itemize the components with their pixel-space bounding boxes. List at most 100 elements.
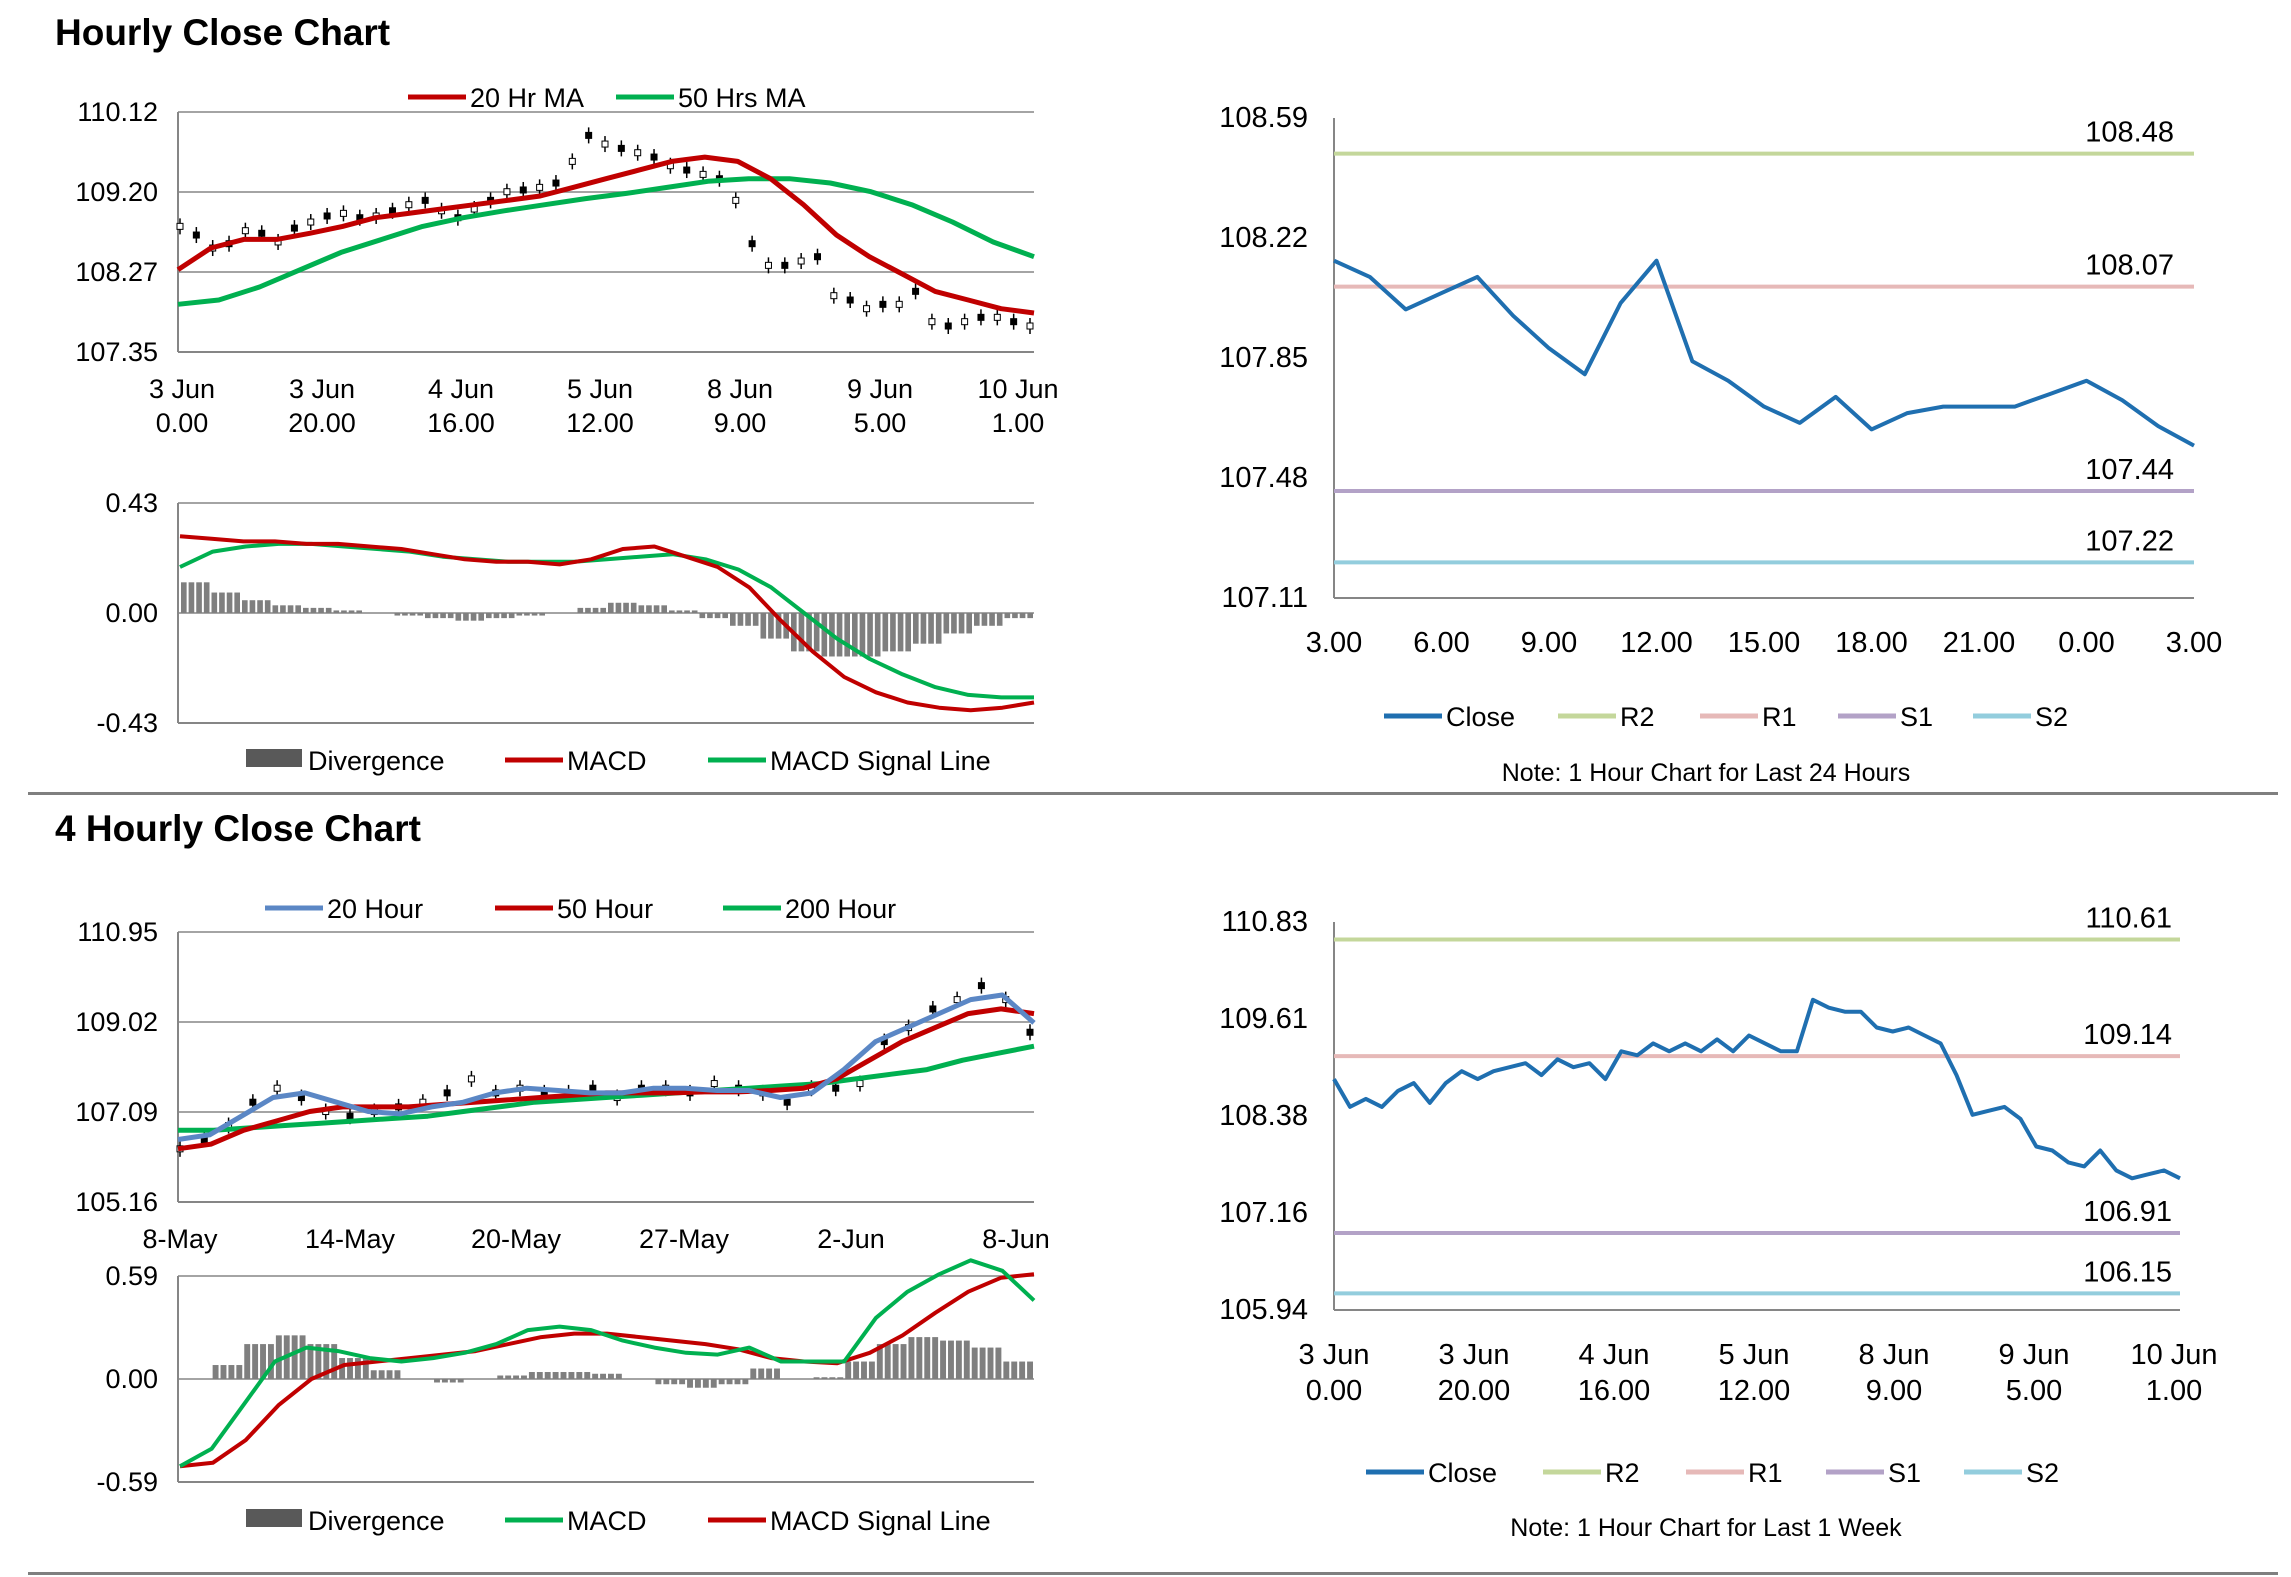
x-tick-label: 4 Jun	[1579, 1339, 1650, 1371]
hourly-candle-body	[617, 144, 625, 152]
four-hourly-divergence-bar	[536, 1372, 543, 1379]
hourly-candle-body	[503, 188, 511, 196]
chart-note: Note: 1 Hour Chart for Last 24 Hours	[1502, 759, 1911, 787]
hourly-divergence-bar	[737, 613, 744, 626]
hourly-candle-body	[879, 300, 887, 308]
four-hourly-candle-body	[856, 1080, 864, 1088]
y-tick-label: 105.16	[75, 1187, 158, 1217]
hourly-close-line	[1333, 258, 2195, 448]
four-hourly-divergence-bar	[228, 1365, 235, 1379]
four-hourly-divergence-bar	[497, 1375, 504, 1379]
y-tick-label: 0.00	[105, 598, 158, 628]
x-tick-label: 3 Jun	[1439, 1339, 1510, 1371]
four-hourly-divergence-bar	[845, 1361, 852, 1379]
four-hourly-200h-line	[178, 1043, 1035, 1133]
x-tick-label: 27-May	[639, 1224, 730, 1254]
hourly-divergence-bar	[813, 613, 820, 652]
x-tick-label: 9 Jun	[847, 374, 913, 404]
legend-s1-4h-label: S1	[1888, 1458, 1921, 1488]
y-tick-label: 108.59	[1219, 102, 1308, 134]
four-hourly-candle-body	[589, 1084, 597, 1092]
hourly-divergence-bar	[1012, 613, 1018, 619]
four-hourly-divergence-bar	[505, 1375, 512, 1379]
y-tick-label: 105.94	[1219, 1294, 1308, 1326]
four-hourly-divergence-bar	[212, 1365, 219, 1379]
x-tick-label: 10 Jun	[977, 374, 1058, 404]
hourly-divergence-bar	[890, 613, 896, 652]
hourly-divergence-bar	[1027, 613, 1033, 619]
hourly-candle-body	[323, 212, 331, 220]
y-tick-label: 109.20	[75, 177, 158, 207]
x-tick-label: 0.00	[1306, 1375, 1362, 1407]
x-tick-label: 21.00	[1943, 627, 2016, 659]
four-hourly-divergence-bar	[244, 1344, 251, 1379]
x-tick-label: 3 Jun	[1299, 1339, 1370, 1371]
x-tick-label: 6.00	[1413, 627, 1469, 659]
hourly-divergence-bar	[348, 610, 355, 613]
hourly-divergence-bar	[325, 607, 332, 613]
x-tick-label: 5 Jun	[567, 374, 633, 404]
hourly-divergence-bar	[730, 613, 736, 626]
x-tick-label: 20.00	[288, 408, 356, 438]
hourly-candle-body	[895, 300, 903, 308]
y-tick-label: 109.61	[1219, 1003, 1308, 1035]
x-tick-label: 3.00	[2166, 627, 2222, 659]
y-tick-label: 107.16	[1219, 1197, 1308, 1229]
y-tick-label: 109.02	[75, 1007, 158, 1037]
hourly-divergence-bar	[669, 610, 675, 613]
four-hourly-divergence-bar	[718, 1379, 725, 1385]
hourly-candle-body	[928, 318, 936, 326]
four-hourly-candle-body	[783, 1098, 791, 1106]
hourly-divergence-bar	[470, 613, 477, 621]
x-tick-label: 3 Jun	[289, 374, 355, 404]
legend-divergence-swatch	[246, 749, 302, 767]
hourly-candle-body	[339, 209, 347, 217]
four-hourly-divergence-bar	[457, 1379, 464, 1383]
hourly-ma50-line	[177, 176, 1035, 307]
hourly-divergence-bar	[760, 613, 767, 639]
four-hourly-divergence-bar	[702, 1379, 709, 1388]
four-hourly-candle-body	[467, 1075, 475, 1083]
legend-s2-label: S2	[2035, 702, 2068, 732]
hourly-candle-body	[764, 261, 772, 269]
hourly-divergence-bar	[425, 613, 431, 619]
x-tick-label: 10 Jun	[2130, 1339, 2217, 1371]
hourly-divergence-bar	[249, 600, 256, 613]
section-divider-top	[28, 792, 2278, 795]
y-tick-label: 107.11	[1221, 582, 1308, 614]
four-hourly-20h-line	[177, 992, 1036, 1142]
legend-macd-signal-label: MACD Signal Line	[770, 746, 991, 776]
hourly-divergence-bar	[775, 613, 782, 639]
four-hourly-divergence-bar	[694, 1379, 701, 1388]
hourly-candle-body	[732, 196, 740, 204]
hourly-divergence-bar	[928, 613, 934, 644]
four-hourly-divergence-bar	[560, 1372, 567, 1379]
hourly-divergence-bar	[295, 605, 301, 613]
hourly-divergence-bar	[981, 613, 988, 626]
x-tick-label: 16.00	[427, 408, 495, 438]
hourly-candle-body	[830, 292, 838, 300]
four-hourly-divergence-bar	[592, 1373, 599, 1379]
four-hourly-divergence-bar	[339, 1358, 346, 1379]
pivot-label-r1: 108.07	[2085, 250, 2174, 282]
hourly-candle-body	[585, 131, 593, 139]
x-tick-label: 12.00	[1620, 627, 1693, 659]
four-hourly-close-line	[1332, 997, 2181, 1181]
four-hourly-divergence-bar	[876, 1344, 883, 1379]
four-hourly-divergence-bar	[441, 1379, 448, 1383]
y-tick-label: 110.95	[77, 917, 158, 947]
hourly-divergence-bar	[356, 610, 362, 613]
four-hourly-candle-body	[273, 1084, 281, 1092]
y-tick-label: 110.12	[77, 97, 158, 127]
four-hourly-candle-body	[929, 1005, 937, 1013]
hourly-candle-body	[568, 157, 576, 165]
pivot-label-s1: 106.91	[2083, 1196, 2172, 1228]
hourly-divergence-bar	[196, 582, 202, 613]
hourly-divergence-bar	[630, 602, 637, 613]
y-tick-label: 107.09	[75, 1097, 158, 1127]
hourly-divergence-bar	[455, 613, 462, 621]
hourly-divergence-bar	[836, 613, 843, 657]
hourly-candle-body	[944, 322, 952, 330]
hourly-candle-body	[176, 222, 184, 230]
